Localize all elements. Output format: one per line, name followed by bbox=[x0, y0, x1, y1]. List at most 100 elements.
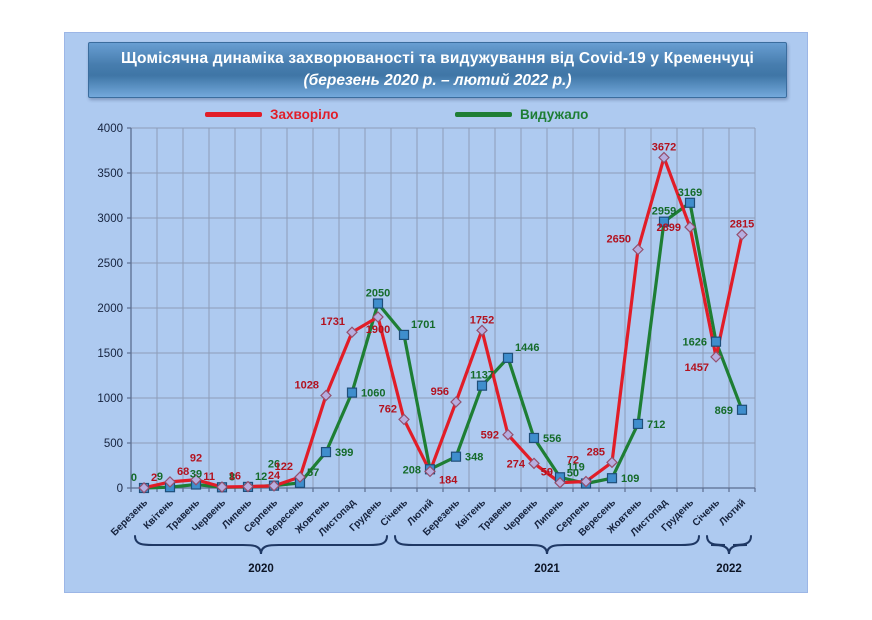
y-tick-label: 3500 bbox=[97, 168, 123, 180]
recovered-value-label: 2050 bbox=[366, 288, 390, 300]
sick-marker bbox=[164, 476, 176, 488]
sick-marker bbox=[450, 396, 462, 408]
sick-value-label: 92 bbox=[190, 453, 202, 465]
recovered-value-label: 50 bbox=[567, 468, 579, 480]
legend-item-sick: Захворіло bbox=[205, 106, 338, 122]
sick-value-label: 3672 bbox=[652, 142, 676, 154]
sick-marker bbox=[736, 228, 748, 241]
sick-marker bbox=[424, 465, 436, 478]
sick-value-label: 72 bbox=[567, 455, 579, 467]
recovered-value-label: 1446 bbox=[515, 342, 539, 354]
sick-value-label: 1457 bbox=[685, 362, 709, 374]
sick-value-label: 2 bbox=[151, 472, 157, 484]
y-tick-label: 3000 bbox=[97, 213, 123, 225]
sick-value-label: 1752 bbox=[470, 314, 494, 326]
sick-value-label: 274 bbox=[507, 458, 526, 470]
year-brace-2020 bbox=[134, 535, 388, 555]
recovered-value-label: 57 bbox=[307, 467, 319, 479]
sick-marker bbox=[268, 479, 280, 492]
legend-item-recovered: Видужало bbox=[455, 106, 588, 122]
sick-value-label: 24 bbox=[268, 470, 281, 482]
chart-panel bbox=[64, 32, 808, 593]
recovered-marker bbox=[320, 446, 332, 458]
sick-series-swatch bbox=[205, 111, 262, 117]
recovered-value-label: 39 bbox=[190, 468, 202, 480]
sick-marker bbox=[528, 457, 540, 470]
y-tick-label: 4000 bbox=[97, 123, 123, 135]
recovered-marker bbox=[372, 298, 384, 309]
recovered-value-label: 109 bbox=[621, 473, 639, 485]
recovered-value-label: 869 bbox=[715, 405, 733, 417]
sick-value-label: 184 bbox=[439, 474, 458, 486]
recovered-marker bbox=[346, 387, 358, 398]
sick-value-label: 956 bbox=[431, 386, 449, 398]
recovered-value-label: 9 bbox=[157, 471, 163, 483]
sick-marker bbox=[190, 473, 202, 486]
sick-series-label: Захворіло bbox=[270, 106, 339, 122]
sick-marker bbox=[658, 151, 670, 164]
x-month-label: Січень bbox=[691, 497, 723, 529]
recovered-marker bbox=[502, 352, 514, 363]
sick-value-label: 11 bbox=[203, 471, 215, 483]
y-tick-label: 2500 bbox=[97, 258, 123, 270]
recovered-marker bbox=[658, 216, 670, 227]
sick-value-label: 122 bbox=[275, 461, 293, 473]
sick-marker bbox=[710, 351, 722, 363]
sick-marker bbox=[242, 480, 254, 493]
recovered-value-label: 8 bbox=[229, 471, 235, 483]
recovered-series-label: Видужало bbox=[520, 106, 589, 122]
y-tick-label: 1500 bbox=[97, 348, 123, 360]
recovered-marker bbox=[476, 380, 488, 391]
sick-value-label: 285 bbox=[587, 446, 605, 458]
recovered-value-label: 12 bbox=[255, 471, 267, 483]
recovered-marker bbox=[450, 451, 462, 462]
sick-marker bbox=[294, 471, 306, 483]
sick-marker bbox=[398, 413, 410, 426]
recovered-value-label: 2959 bbox=[652, 206, 676, 218]
recovered-value-label: 1137 bbox=[470, 370, 494, 382]
sick-marker bbox=[554, 476, 566, 489]
sick-marker bbox=[476, 324, 488, 337]
recovered-marker bbox=[632, 418, 644, 430]
chart-title-bar: Щомісячна динаміка захворюваності та вид… bbox=[88, 42, 787, 98]
recovered-marker bbox=[710, 336, 722, 347]
recovered-value-label: 1626 bbox=[683, 337, 707, 349]
year-brace-2022 bbox=[706, 535, 752, 555]
sick-value-label: 762 bbox=[379, 403, 397, 415]
sick-marker bbox=[320, 389, 332, 402]
y-tick-label: 1000 bbox=[97, 393, 123, 405]
sick-marker bbox=[346, 326, 358, 339]
recovered-value-label: 208 bbox=[403, 464, 421, 476]
recovered-marker bbox=[528, 432, 540, 444]
sick-marker bbox=[606, 456, 618, 469]
year-label-2020: 2020 bbox=[248, 563, 274, 575]
year-brace-2021 bbox=[394, 535, 700, 555]
y-tick-label: 0 bbox=[117, 483, 123, 495]
sick-marker bbox=[372, 311, 384, 323]
x-month-label: Лютий bbox=[717, 497, 748, 528]
x-month-label: Січень bbox=[379, 497, 411, 529]
sick-marker bbox=[502, 428, 514, 441]
recovered-value-label: 0 bbox=[131, 472, 137, 484]
recovered-marker bbox=[398, 329, 410, 341]
recovered-value-label: 348 bbox=[465, 452, 483, 464]
sick-value-label: 16 bbox=[229, 471, 241, 483]
recovered-value-label: 1701 bbox=[411, 319, 435, 331]
sick-value-label: 2899 bbox=[657, 222, 681, 234]
recovered-marker bbox=[606, 473, 618, 484]
y-tick-label: 500 bbox=[104, 438, 123, 450]
year-label-2021: 2021 bbox=[534, 563, 560, 575]
sick-value-label: 2815 bbox=[730, 219, 754, 231]
sick-value-label: 59 bbox=[541, 467, 553, 479]
sick-value-label: 592 bbox=[481, 430, 499, 442]
x-month-label: Березень bbox=[109, 497, 150, 538]
chart-subtitle: (березень 2020 р. – лютий 2022 р.) bbox=[303, 72, 572, 89]
sick-marker bbox=[580, 475, 592, 488]
sick-marker bbox=[216, 481, 228, 493]
sick-value-label: 1731 bbox=[321, 316, 345, 328]
sick-marker bbox=[632, 243, 644, 256]
sick-value-label: 68 bbox=[177, 466, 189, 478]
recovered-value-label: 119 bbox=[567, 461, 585, 473]
